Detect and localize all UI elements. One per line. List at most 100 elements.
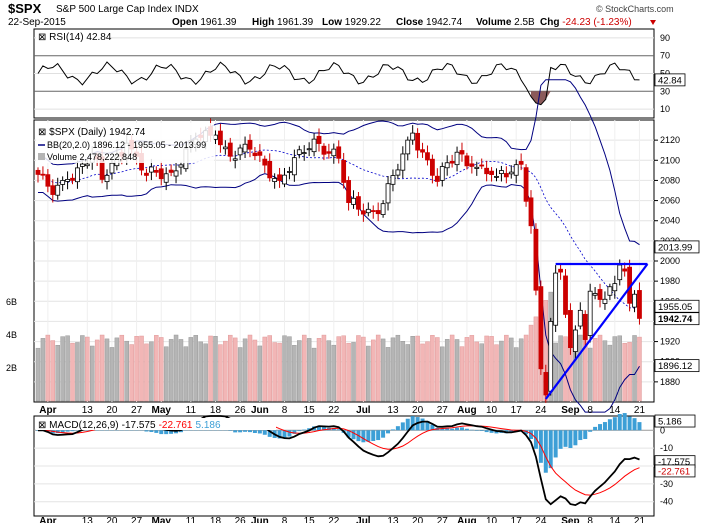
macd-tick-label: -10 xyxy=(660,443,673,453)
x-tick-label: 8 xyxy=(282,405,288,416)
macd-histogram-bar xyxy=(144,430,149,432)
x-tick-label-bottom: Aug xyxy=(457,516,476,523)
macd-histogram-bar xyxy=(376,430,381,441)
x-tick-label: Apr xyxy=(39,405,56,416)
stat-volume: Volume 2.5B xyxy=(476,17,535,28)
stat-value: 1942.74 xyxy=(426,17,463,28)
x-tick-label: 27 xyxy=(131,405,143,416)
price-tick-label: 2000 xyxy=(660,256,680,266)
volume-bar xyxy=(159,337,164,402)
candle-body xyxy=(331,148,337,157)
macd-legend-icon: ⊠ xyxy=(38,420,49,431)
candle-body xyxy=(548,321,554,392)
x-tick-label: Sep xyxy=(561,405,579,416)
candle-body xyxy=(70,177,75,181)
x-tick-label-bottom: 17 xyxy=(511,516,523,523)
x-tick-label-bottom: Jul xyxy=(356,516,371,523)
macd-histogram-bar xyxy=(400,422,405,431)
volume-bar xyxy=(272,342,277,402)
macd-histogram-bar xyxy=(277,430,282,439)
volume-bar xyxy=(80,335,85,402)
volume-bar xyxy=(277,342,282,402)
x-tick-label-bottom: 20 xyxy=(412,516,424,523)
volume-bar xyxy=(208,335,213,402)
candle-body xyxy=(282,174,287,185)
volume-bar xyxy=(193,335,199,402)
macd-histogram-bar xyxy=(395,426,400,431)
candle-body xyxy=(474,166,480,169)
rsi-legend-box xyxy=(36,31,106,43)
macd-histogram-bar xyxy=(371,430,376,441)
candle-body xyxy=(336,146,342,159)
price-tick-label: 1880 xyxy=(660,377,680,387)
x-tick-label-bottom: Sep xyxy=(561,516,579,523)
candle-body xyxy=(454,151,460,166)
bb-legend: BB(20,2.0) 1896.12 - 1955.05 - 2013.99 xyxy=(47,140,206,150)
volume-bar xyxy=(129,344,134,402)
x-tick-label-bottom: 13 xyxy=(82,516,94,523)
rsi-legend: ⊠ RSI(14) 42.84 xyxy=(38,32,112,43)
candle-body xyxy=(518,161,524,165)
macd-histogram-bar xyxy=(637,422,642,431)
x-tick-label: 13 xyxy=(82,405,94,416)
candle-body xyxy=(434,175,440,182)
candle-body xyxy=(538,286,544,370)
macd-histogram-bar xyxy=(351,430,356,440)
price-legend-icon: ⊠ xyxy=(38,127,49,138)
candle-body xyxy=(503,173,509,178)
price-badge xyxy=(654,359,700,373)
volume-bar xyxy=(523,334,529,402)
volume-bar xyxy=(139,335,144,402)
volume-bar xyxy=(163,346,169,402)
candle-body xyxy=(582,313,588,340)
candle-body xyxy=(587,290,593,336)
volume-bar xyxy=(237,347,243,402)
macd-histogram-bar xyxy=(464,428,469,431)
x-tick-label: 13 xyxy=(387,405,399,416)
macd-histogram-bar xyxy=(524,430,529,435)
volume-bar xyxy=(336,336,341,402)
stat-value: -24.23 (-1.23%) xyxy=(562,17,631,28)
candle-body xyxy=(425,152,430,161)
macd-histogram-bar xyxy=(262,430,267,435)
macd-histogram-bar xyxy=(563,430,568,447)
candle-body xyxy=(168,169,174,173)
candle-body xyxy=(84,163,90,167)
price-panel: ⊠ $SPX (Daily) 1942.74 BB(20,2.0) 1896.1… xyxy=(6,79,700,413)
x-tick-label-bottom: 22 xyxy=(328,516,340,523)
candle-body xyxy=(267,160,273,179)
macd-tick-label: 0 xyxy=(660,425,665,435)
candle-body xyxy=(55,184,61,196)
symbol-title: $SPX xyxy=(8,1,42,16)
price-tick-label: 2040 xyxy=(660,216,680,226)
volume-bar xyxy=(60,336,65,402)
volume-bar xyxy=(45,334,51,402)
stat-high: High 1961.39 xyxy=(252,17,314,28)
macd-tick-label: -40 xyxy=(660,497,673,507)
candle-body xyxy=(227,142,233,157)
volume-bar xyxy=(341,335,346,402)
stat-chg: Chg -24.23 (-1.23%) xyxy=(540,17,632,28)
macd-histogram-bar xyxy=(243,430,248,432)
stat-value: 1961.39 xyxy=(277,17,314,28)
candle-body xyxy=(79,163,85,167)
volume-tick-label: 4B xyxy=(6,330,17,340)
volume-bar xyxy=(228,334,233,402)
stat-open: Open 1961.39 xyxy=(172,17,237,28)
macd-badge xyxy=(654,414,696,428)
candle-body xyxy=(321,145,327,155)
candle-body xyxy=(405,139,411,155)
macd-histogram-bar xyxy=(425,420,430,431)
volume-bar xyxy=(188,337,194,402)
candle-body xyxy=(104,174,110,183)
macd-histogram-bar xyxy=(578,430,583,441)
macd-histogram-bar xyxy=(366,430,371,442)
x-tick-label: 15 xyxy=(304,405,316,416)
volume-bar xyxy=(262,336,268,402)
x-tick-label-bottom: 26 xyxy=(235,516,247,523)
volume-bar xyxy=(149,341,154,402)
candle-body xyxy=(602,298,608,304)
candle-body xyxy=(153,169,159,173)
macd-histogram-bar xyxy=(445,428,450,431)
price-badge-label: 2013.99 xyxy=(658,242,692,253)
